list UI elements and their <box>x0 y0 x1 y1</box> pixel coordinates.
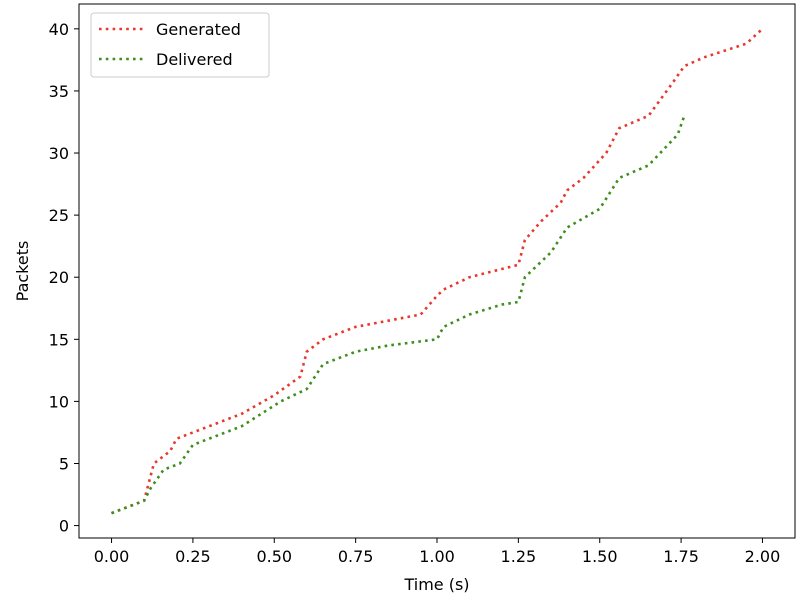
y-tick-label: 0 <box>59 517 69 536</box>
x-tick-label: 0.25 <box>175 547 211 566</box>
x-tick-label: 0.75 <box>338 547 374 566</box>
series-line-generated <box>111 27 764 515</box>
x-tick-label: 1.25 <box>501 547 537 566</box>
y-tick-label: 40 <box>49 20 69 39</box>
x-axis: 0.00 0.25 0.50 0.75 1.00 1.25 1.50 1.75 2.00 <box>94 538 781 566</box>
x-tick-label: 1.00 <box>419 547 455 566</box>
x-tick-label: 1.50 <box>582 547 618 566</box>
y-axis-label: Packets <box>13 241 32 302</box>
y-tick-label: 30 <box>49 144 69 163</box>
x-tick-label: 0.00 <box>94 547 130 566</box>
y-tick-label: 25 <box>49 206 69 225</box>
y-tick-label: 35 <box>49 82 69 101</box>
y-tick-label: 20 <box>49 268 69 287</box>
y-axis: 0 5 10 15 20 25 30 35 40 <box>49 20 79 536</box>
x-axis-label: Time (s) <box>403 575 469 594</box>
x-tick-label: 2.00 <box>745 547 781 566</box>
legend: Generated Delivered <box>90 12 270 78</box>
series-line-delivered <box>111 115 686 515</box>
x-tick-label: 0.50 <box>256 547 292 566</box>
y-tick-label: 5 <box>59 454 69 473</box>
y-tick-label: 10 <box>49 392 69 411</box>
legend-label-generated: Generated <box>156 20 241 39</box>
legend-label-delivered: Delivered <box>156 50 233 69</box>
x-tick-label: 1.75 <box>663 547 699 566</box>
y-tick-label: 15 <box>49 330 69 349</box>
